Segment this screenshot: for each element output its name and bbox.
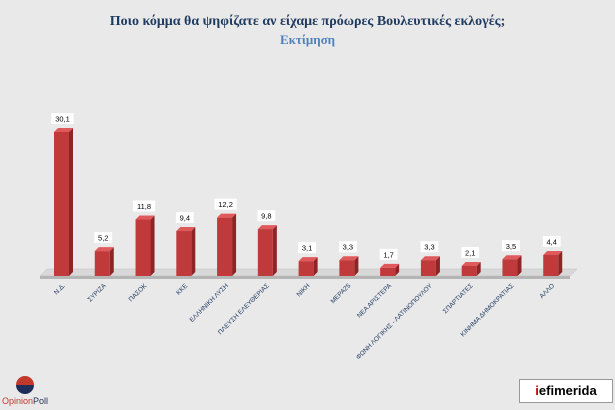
data-label-box — [420, 241, 439, 253]
iefimerida-logo: iefimerida — [519, 379, 613, 403]
bar-side — [435, 256, 440, 276]
category-label: ΣΠΑΡΤΙΑΤΕΣ — [442, 282, 475, 315]
bar — [380, 267, 396, 276]
data-label-box — [542, 235, 561, 247]
bar — [94, 251, 110, 276]
logo-right-part1: i — [535, 383, 539, 398]
logo-right-part2: efimerida — [538, 383, 597, 398]
data-label-box — [175, 212, 194, 224]
bar-side — [232, 213, 237, 276]
bar — [135, 219, 151, 276]
chart-floor-edge — [40, 276, 570, 279]
bar-side — [313, 257, 318, 276]
data-label-box — [257, 210, 276, 222]
opinion-poll-circle-icon — [16, 376, 34, 394]
data-label-box — [51, 113, 74, 124]
bar-side — [191, 227, 196, 276]
bar-side — [354, 256, 359, 276]
bar — [257, 229, 273, 276]
data-label: 3,3 — [343, 243, 353, 252]
bar-top — [135, 215, 155, 220]
bar-side — [150, 215, 155, 276]
data-label: 9,4 — [180, 214, 190, 223]
data-label: 3,1 — [302, 244, 312, 253]
bar-top — [217, 213, 237, 218]
bar — [54, 132, 69, 276]
data-label-box — [298, 242, 317, 254]
data-label-box — [214, 198, 237, 210]
data-label: 4,4 — [547, 237, 557, 246]
bar-top — [339, 256, 359, 261]
bar — [420, 260, 436, 276]
category-label: ΚΚΕ — [175, 282, 190, 297]
opinion-poll-logo: OpinionPoll — [2, 372, 62, 410]
data-label: 30,1 — [55, 115, 70, 124]
category-label: ΦΩΝΗ ΛΟΓΙΚΗΣ - ΛΑΤΙΝΟΠΟΥΛΟΥ — [355, 282, 434, 361]
logo-left-part2: Poll — [33, 396, 49, 406]
bar-top — [502, 255, 522, 260]
data-label: 3,5 — [506, 242, 516, 251]
bar — [339, 260, 355, 276]
bar-side — [272, 225, 277, 276]
bar — [217, 217, 233, 276]
bar-top — [420, 256, 440, 261]
bar-top — [94, 247, 114, 252]
data-label: 9,8 — [261, 212, 271, 221]
category-label: Ν.Δ. — [53, 282, 67, 296]
data-label-box — [379, 248, 398, 260]
bar-side — [517, 255, 522, 276]
logo-left-part1: Opinion — [2, 396, 34, 406]
data-label-box — [94, 232, 113, 244]
category-label: ΑΛΛΟ — [539, 282, 557, 300]
category-label: ΝΙΚΗ — [296, 282, 312, 298]
bar-top — [54, 128, 73, 132]
bar-top — [257, 225, 277, 230]
bar — [176, 231, 192, 276]
bar-top — [298, 257, 318, 262]
category-label: ΝΕΑ ΑΡΙΣΤΕΡΑ — [356, 282, 394, 320]
bar-side — [558, 250, 563, 276]
bar-top — [543, 250, 563, 255]
bar — [298, 261, 314, 276]
bar-top — [176, 227, 196, 232]
bar-side — [109, 247, 114, 276]
bar-side — [395, 263, 400, 276]
bar-side — [69, 128, 73, 276]
data-label-box — [338, 241, 357, 253]
category-label: ΜΕΡΑ25 — [330, 282, 353, 305]
data-label: 12,2 — [218, 200, 233, 209]
data-label: 5,2 — [98, 234, 108, 243]
bar — [543, 254, 559, 276]
category-label: ΠΑΣΟΚ — [128, 282, 149, 303]
category-label: ΕΛΛΗΝΙΚΗ ΛΥΣΗ — [189, 282, 231, 324]
data-label: 3,3 — [424, 243, 434, 252]
data-label: 11,8 — [137, 202, 151, 211]
bar-top — [380, 263, 400, 268]
chart-title: Ποιο κόμμα θα ψηφίζατε αν είχαμε πρόωρες… — [109, 14, 506, 29]
bar-side — [476, 261, 481, 276]
data-label-box — [502, 240, 520, 252]
category-label: ΣΥΡΙΖΑ — [87, 282, 109, 304]
data-label-box — [132, 200, 156, 212]
bar — [502, 259, 518, 276]
data-label: 2,1 — [465, 248, 475, 257]
data-label-box — [461, 246, 480, 258]
bar — [461, 265, 477, 276]
chart-subtitle: Εκτίμηση — [279, 32, 336, 47]
bar-top — [461, 261, 481, 266]
data-label: 1,7 — [383, 250, 393, 259]
